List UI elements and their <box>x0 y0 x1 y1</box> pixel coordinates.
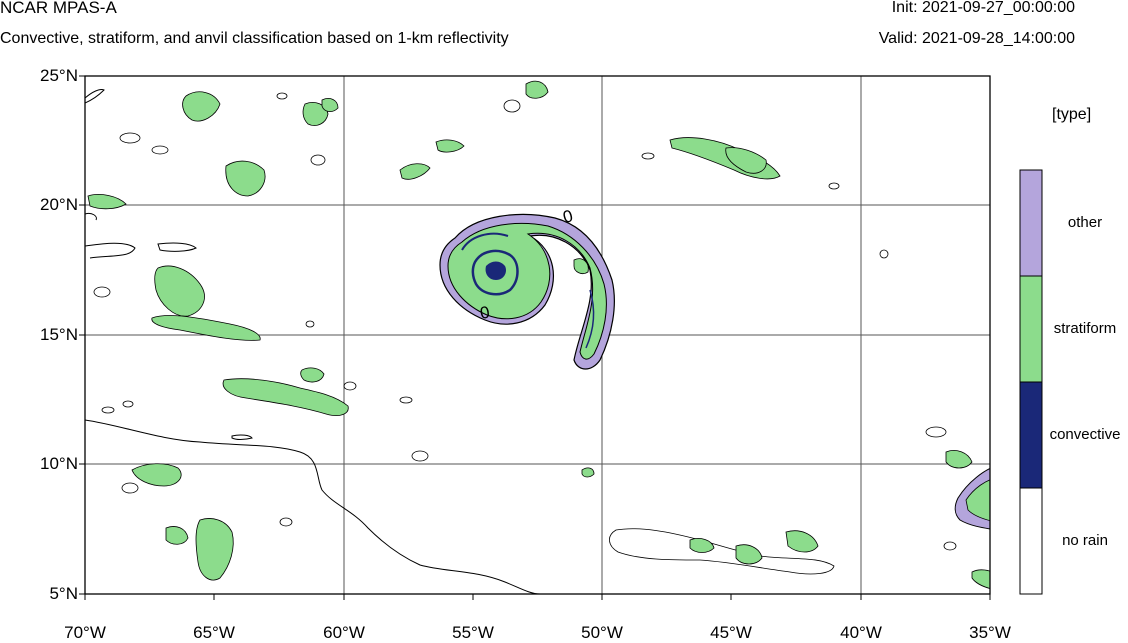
lon-label: 60°W <box>323 623 365 642</box>
lon-label: 40°W <box>840 623 882 642</box>
lon-label: 35°W <box>969 623 1011 642</box>
legend-label-no-rain: no rain <box>1062 532 1108 549</box>
map-subtitle: Convective, stratiform, and anvil classi… <box>0 30 509 47</box>
lon-label: 70°W <box>64 623 106 642</box>
contour-label: 0 <box>479 303 492 323</box>
lon-label: 55°W <box>452 623 494 642</box>
map-title: NCAR MPAS-A <box>0 0 117 17</box>
lat-label: 20°N <box>40 195 78 214</box>
rain-cells <box>87 80 835 581</box>
legend-label-convective: convective <box>1049 426 1121 443</box>
init-time: Init: 2021-09-27_00:00:00 <box>891 0 1075 16</box>
lon-label: 50°W <box>581 623 623 642</box>
lat-label: 5°N <box>49 584 78 603</box>
lon-label: 45°W <box>710 623 752 642</box>
legend-swatch-no-rain <box>1019 487 1043 595</box>
legend-title: [type] <box>1052 106 1092 123</box>
legend-colorbar <box>1019 169 1043 595</box>
edge-system <box>945 450 990 589</box>
valid-time: Valid: 2021-09-28_14:00:00 <box>878 30 1075 47</box>
lon-label: 65°W <box>193 623 235 642</box>
lat-label: 25°N <box>40 66 78 85</box>
lat-label: 15°N <box>40 325 78 344</box>
coastline <box>85 89 541 594</box>
lat-label: 10°N <box>40 454 78 473</box>
axis-ticks <box>79 75 991 600</box>
legend-label-other: other <box>1067 214 1103 231</box>
reflectivity-contours <box>93 92 957 551</box>
legend-label-stratiform: stratiform <box>1053 320 1117 337</box>
